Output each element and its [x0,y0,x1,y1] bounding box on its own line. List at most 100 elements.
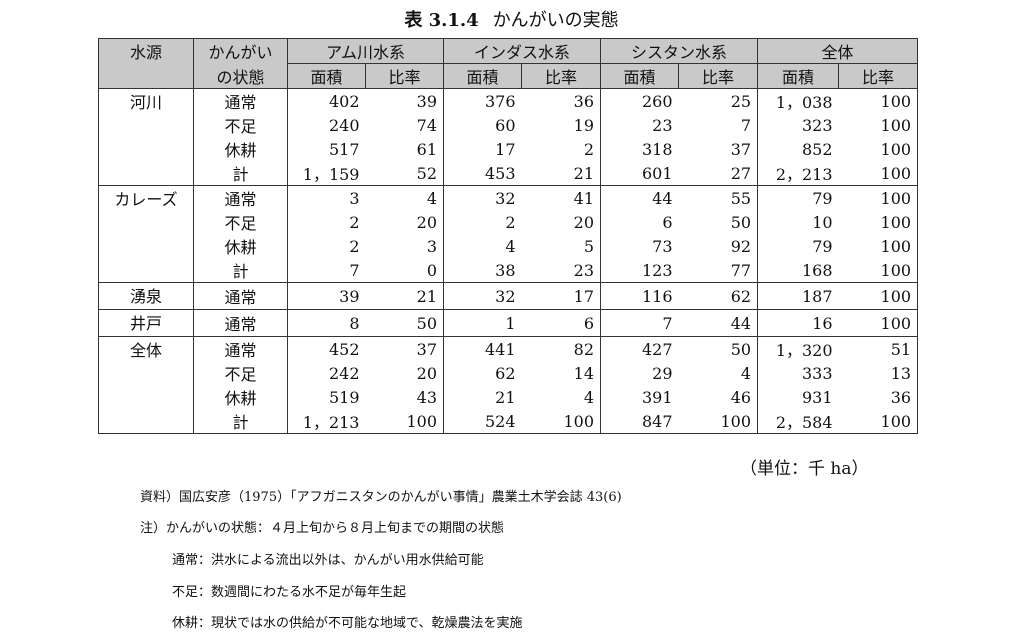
value-cell: 39 [365,88,445,113]
value-cell: 46 [678,385,759,409]
note-line: 不足：数週間にわたる水不足が毎年生起 [172,585,407,600]
value-cell: 4 [678,361,759,385]
value-cell: 427 [641,339,673,359]
value-cell: 43 [365,385,445,409]
header-cell: 比率 [838,63,919,89]
value-cell: 1，320 [775,341,833,360]
table-row: 井戸 通常 8 50 1 6 7 44 16 100 [98,309,919,337]
value-cell: 100 [838,137,919,161]
value-cell: 100 [838,282,919,310]
value-cell: 2，213 [757,161,839,186]
header-row: 水源 かんがい アム川水系 インダス水系 シスタン水系 全体 [98,38,919,89]
value-cell: 5 [521,234,602,258]
value-cell: 21 [521,161,602,186]
irrigation-table: 水源 かんがい アム川水系 インダス水系 シスタン水系 全体 の状態 面積 比率 面積 比率 面積 比率… [98,38,919,434]
value-cell: 23 [652,115,673,135]
note-line: 休耕：現状では水の供給が不可能な地域で、乾燥農法を実施 [172,616,523,631]
value-cell: 74 [365,113,445,137]
table-row: 休耕 517 61 17 2 318 37 852 100 [99,137,919,161]
value-cell: 37 [678,137,759,161]
value-cell: 242 [328,363,360,383]
table-row: 計 7 0 38 23 123 77 168 100 [99,258,919,283]
table-body: 河川 通常 402 39 376 36 260 25 1，038 100 不足 240 74 60 19 23… [98,88,919,434]
source-cell: 湧泉 [98,282,194,310]
state-cell: 不足 [193,210,288,234]
table-title: 表 3.1.4 かんがいの実態 [0,6,1023,32]
value-cell: 61 [365,137,445,161]
value-cell: 3 [349,188,360,208]
value-cell: 2 [505,212,516,232]
note-line: 通常：洪水による流出以外は、かんがい用水供給可能 [172,553,484,568]
table-row: 計 1，213 100 524 100 847 100 2，584 100 [99,409,919,434]
value-cell: 1，213 [287,409,366,434]
state-cell: 通常 [193,185,288,210]
value-cell: 17 [495,139,516,159]
value-cell: 36 [838,385,919,409]
value-cell: 55 [678,185,759,210]
table-row: 不足 2 20 2 20 6 50 10 100 [99,210,919,234]
value-cell: 100 [678,409,759,434]
value-cell: 100 [838,234,919,258]
value-cell: 10 [812,212,833,232]
table-row: カレーズ 通常 3 4 32 41 44 55 79 100 [98,185,919,283]
source-cell: 河川 [98,88,194,186]
value-cell: 62 [495,363,516,383]
value-cell: 21 [495,387,516,407]
value-cell: 519 [328,387,360,407]
value-cell: 100 [838,309,919,337]
header-cell: 面積 [287,63,366,89]
value-cell: 7 [600,309,679,337]
value-cell: 123 [600,258,679,283]
value-cell: 100 [838,113,919,137]
header-group: アム川水系 [286,38,445,64]
value-cell: 73 [652,236,673,256]
value-cell: 20 [365,361,445,385]
value-cell: 92 [678,234,759,258]
value-cell: 3 [365,234,445,258]
state-cell: 計 [193,409,288,434]
value-cell: 4 [505,236,516,256]
value-cell: 36 [521,88,602,113]
value-cell: 524 [443,409,522,434]
value-cell: 4 [521,385,602,409]
value-cell: 931 [802,387,833,407]
value-cell: 2 [521,137,602,161]
table-row: 計 1，159 52 453 21 601 27 2，213 100 [99,161,919,186]
value-cell: 7 [287,258,366,283]
value-cell: 402 [328,91,360,111]
value-cell: 260 [641,91,673,111]
value-cell: 318 [641,139,673,159]
value-cell: 32 [495,188,516,208]
value-cell: 391 [641,387,673,407]
state-cell: 休耕 [193,234,288,258]
header-cell: かんがい [193,38,288,64]
value-cell: 25 [678,88,759,113]
value-cell: 51 [838,336,919,361]
source-cell: カレーズ [98,185,194,283]
value-cell: 39 [287,282,366,310]
value-cell: 27 [678,161,759,186]
value-cell: 441 [484,339,516,359]
value-cell: 13 [838,361,919,385]
header-group: インダス水系 [443,38,602,64]
value-cell: 14 [521,361,602,385]
value-cell: 82 [521,336,602,361]
value-cell: 2 [349,212,360,232]
value-cell: 52 [365,161,445,186]
header-cell: の状態 [193,63,288,89]
value-cell: 852 [802,139,833,159]
value-cell: 1，159 [287,161,366,186]
value-cell: 100 [838,409,919,434]
header-cell: 比率 [678,63,759,89]
value-cell: 1，038 [775,93,833,112]
value-cell: 601 [600,161,679,186]
header-group: シスタン水系 [600,38,759,64]
value-cell: 187 [757,282,839,310]
value-cell: 100 [838,161,919,186]
value-cell: 23 [521,258,602,283]
value-cell: 79 [812,236,833,256]
value-cell: 20 [365,210,445,234]
header-cell: 面積 [600,63,680,89]
value-cell: 44 [652,188,673,208]
header-cell: 面積 [757,63,840,89]
